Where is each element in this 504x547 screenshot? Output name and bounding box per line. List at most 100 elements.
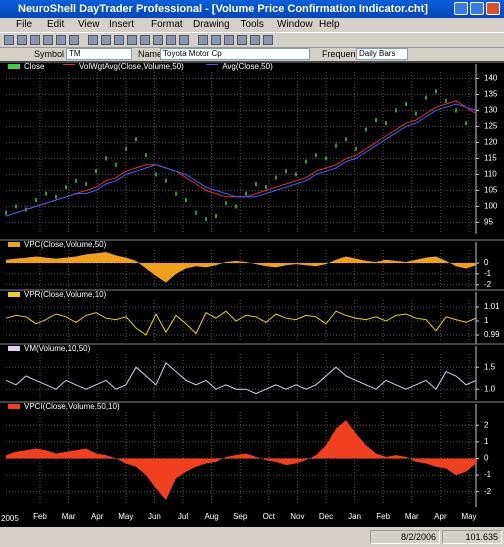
indicator-line: [5, 361, 477, 395]
toolbar: [0, 32, 504, 48]
indicator-line: [5, 310, 477, 336]
frequency-label: Frequency: [322, 49, 365, 59]
y-tick-label: 135: [484, 90, 498, 99]
toolbar-button[interactable]: [211, 35, 221, 45]
toolbar-button[interactable]: [153, 35, 163, 45]
toolbar-button[interactable]: [56, 35, 66, 45]
x-tick-label: Aug: [204, 512, 218, 521]
y-tick-label: 95: [484, 218, 493, 227]
indicator-area: [6, 252, 476, 283]
name-label: Name: [138, 49, 163, 59]
y-tick-label: 2: [484, 420, 489, 429]
toolbar-button[interactable]: [250, 35, 260, 45]
x-tick-label: Sep: [233, 512, 248, 521]
y-tick-label: 110: [484, 170, 497, 179]
y-tick-label: 100: [484, 202, 498, 211]
toolbar-button[interactable]: [224, 35, 234, 45]
legend-label: VM(Volume,10,50): [24, 344, 91, 353]
x-tick-label: May: [118, 512, 133, 521]
toolbar-button[interactable]: [179, 35, 189, 45]
menu-item[interactable]: Format: [151, 19, 183, 30]
x-tick-label: Mar: [405, 512, 419, 521]
y-tick-label: -2: [484, 487, 492, 496]
legend-swatch: [8, 404, 20, 409]
status-bar: 8/2/2006 101.635: [0, 527, 504, 547]
y-tick-label: -1: [484, 470, 492, 479]
toolbar-button[interactable]: [263, 35, 273, 45]
y-tick-label: -1: [484, 269, 492, 278]
y-tick-label: 130: [484, 106, 498, 115]
status-value: 101.635: [442, 530, 502, 544]
legend-swatch: [8, 292, 20, 297]
symbol-field[interactable]: TM: [66, 48, 132, 60]
menu-item[interactable]: Edit: [47, 19, 65, 30]
y-tick-label: 115: [484, 154, 497, 163]
symbol-bar: Symbol TM Name Toyota Motor Cp Frequency…: [0, 47, 504, 61]
x-tick-label: Jun: [148, 512, 161, 521]
x-tick-label: Mar: [62, 512, 76, 521]
minimize-button[interactable]: [454, 2, 468, 15]
y-tick-label: -2: [484, 280, 492, 289]
symbol-label: Symbol: [34, 49, 65, 59]
x-tick-label: Oct: [263, 512, 276, 521]
legend-label: Close: [24, 62, 45, 71]
menu-item[interactable]: Drawing: [193, 19, 230, 30]
toolbar-button[interactable]: [114, 35, 124, 45]
y-tick-label: 120: [484, 138, 498, 147]
legend-swatch: [8, 242, 20, 247]
toolbar-button[interactable]: [69, 35, 79, 45]
legend-label: VPC(Close,Volume,50): [24, 240, 107, 249]
toolbar-button[interactable]: [166, 35, 176, 45]
y-tick-label: 1.0: [484, 384, 496, 393]
toolbar-button[interactable]: [17, 35, 27, 45]
legend-swatch: [8, 64, 20, 69]
menu-item[interactable]: View: [78, 19, 100, 30]
menu-item[interactable]: Help: [319, 19, 340, 30]
frequency-field[interactable]: Daily Bars: [356, 48, 408, 60]
menu-item[interactable]: Window: [277, 19, 313, 30]
x-tick-label: Feb: [33, 512, 47, 521]
indicator-area: [6, 420, 476, 501]
x-tick-label: Dec: [319, 512, 333, 521]
legend-label: VPR(Close,Volume,10): [24, 290, 107, 299]
toolbar-button[interactable]: [101, 35, 111, 45]
y-tick-label: 1.01: [484, 302, 500, 311]
y-tick-label: 105: [484, 186, 498, 195]
x-tick-label: Jul: [178, 512, 188, 521]
toolbar-button[interactable]: [198, 35, 208, 45]
menu-item[interactable]: Tools: [240, 19, 264, 30]
toolbar-button[interactable]: [88, 35, 98, 45]
x-tick-label: Apr: [91, 512, 104, 521]
toolbar-button[interactable]: [140, 35, 150, 45]
y-tick-label: 1: [484, 437, 489, 446]
legend-swatch: [206, 64, 219, 65]
toolbar-button[interactable]: [4, 35, 14, 45]
y-tick-label: 1.5: [484, 362, 496, 371]
x-tick-label: Nov: [290, 512, 304, 521]
x-tick-label: Apr: [434, 512, 447, 521]
menu-bar: File Edit View Insert Format Drawing Tools Wind…: [0, 18, 504, 32]
indicator-line: [5, 103, 477, 217]
legend-label: Avg(Close,50): [222, 62, 273, 71]
chart-area: Feb Mar Apr May Jun Jul Aug Sep Oct Nov Dec Jan Feb M…: [0, 61, 504, 527]
name-field[interactable]: Toyota Motor Cp: [160, 48, 310, 60]
status-date: 8/2/2006: [370, 530, 440, 544]
close-button[interactable]: [486, 2, 500, 15]
x-tick-label: Jan: [348, 512, 361, 521]
x-tick-label: May: [461, 512, 476, 521]
toolbar-button[interactable]: [30, 35, 40, 45]
legend-label: VolWgtAvg(Close,Volume,50): [79, 62, 184, 71]
legend-swatch: [63, 64, 75, 65]
menu-item[interactable]: File: [16, 19, 33, 30]
toolbar-button[interactable]: [237, 35, 247, 45]
window-title: NeuroShell DayTrader Professional - [Vol…: [18, 3, 428, 15]
legend-swatch: [8, 346, 20, 351]
y-tick-label: 1: [484, 316, 489, 325]
x-tick-label: Feb: [376, 512, 390, 521]
title-bar: NeuroShell DayTrader Professional - [Vol…: [0, 0, 504, 18]
toolbar-button[interactable]: [43, 35, 53, 45]
maximize-button[interactable]: [470, 2, 484, 15]
menu-item[interactable]: Insert: [109, 19, 135, 30]
toolbar-button[interactable]: [127, 35, 137, 45]
